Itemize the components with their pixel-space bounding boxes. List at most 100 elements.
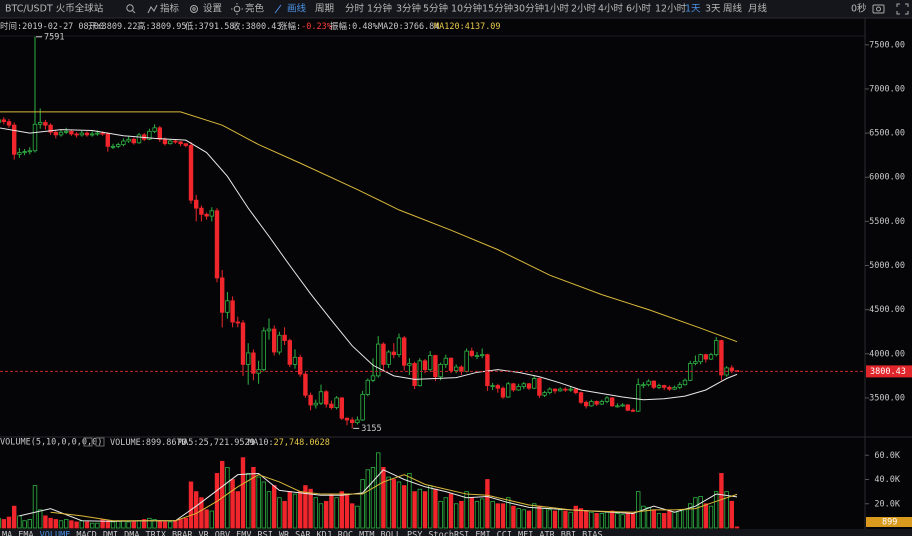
volume-bar (303, 485, 308, 529)
indicator-tab[interactable]: SAR (295, 531, 311, 536)
indicator-tab[interactable]: VR (199, 531, 210, 536)
period-button[interactable]: 10分钟 (451, 3, 482, 15)
tool-button[interactable]: 画线 (287, 3, 307, 15)
indicator-tab[interactable]: CCI (497, 531, 512, 536)
tool-button[interactable]: 指标 (160, 3, 180, 15)
info-label: 时间: (0, 21, 22, 32)
volume-bar (147, 517, 152, 529)
countdown: 0秒 (851, 3, 867, 15)
indicator-tab[interactable]: OBV (215, 531, 230, 536)
info-label: 高: (137, 21, 151, 32)
indicator-tab[interactable]: BRAR (172, 531, 193, 536)
indicator-tab[interactable]: EMV (236, 531, 251, 536)
indicator-tab[interactable]: BOLL (381, 531, 401, 536)
volume-ma-line (19, 469, 738, 522)
period-button[interactable]: 1小时 (544, 3, 570, 15)
candle-body (682, 379, 688, 386)
period-button[interactable]: 3天 (705, 4, 721, 15)
indicator-tab[interactable]: BIAS (582, 531, 602, 536)
tool-button[interactable]: 亮色 (245, 3, 265, 15)
volume-bar (157, 520, 162, 529)
indicator-tab[interactable]: MACD (76, 531, 96, 536)
period-button[interactable]: 15分钟 (482, 3, 513, 15)
period-button[interactable]: 1天 (685, 4, 701, 15)
candle-body (370, 375, 376, 381)
indicator-tab[interactable]: BBI (561, 531, 576, 536)
indicator-tab[interactable]: WR (279, 531, 290, 536)
indicator-tab[interactable]: MFI (518, 531, 533, 536)
indicator-tab[interactable]: TRIX (146, 531, 167, 536)
candle-body (360, 393, 365, 421)
info-value: -0.23% (301, 22, 332, 32)
indicator-tab[interactable]: PSY (407, 531, 422, 536)
candle-body (271, 328, 277, 353)
candle-body (584, 401, 589, 407)
volume-bar (219, 460, 225, 529)
camera-icon[interactable] (872, 4, 885, 14)
volume-legend-label: VOLUME: (110, 438, 146, 448)
indicator-tab[interactable]: DMI (103, 531, 118, 536)
indicator-tab[interactable]: StochRSI (428, 531, 469, 536)
volume-title: VOLUME(5,10,0,0,0,0) (0, 438, 102, 448)
period-button[interactable]: 30分钟 (513, 3, 544, 15)
y-tick-label: 4500.00 (869, 305, 905, 315)
volume-bar (266, 491, 272, 529)
ma-line (0, 127, 738, 401)
period-button[interactable]: 2小时 (571, 3, 597, 15)
candle-body (43, 122, 48, 126)
indicator-tab[interactable]: MA (2, 531, 12, 536)
candle-body (542, 392, 547, 396)
candle-body (193, 199, 199, 209)
volume-bar (516, 508, 521, 529)
y-tick-label: 5500.00 (869, 217, 905, 227)
search-icon[interactable] (126, 4, 136, 14)
info-label: MA120: (434, 22, 465, 32)
info-label: MA20: (378, 22, 404, 32)
volume-bar (188, 481, 194, 529)
candle-body (282, 334, 287, 341)
volume-bar (360, 479, 365, 529)
candle-body (303, 373, 308, 396)
candle-body (427, 355, 433, 371)
period-button[interactable]: 3分钟 (396, 3, 421, 15)
indicator-bar (0, 529, 912, 536)
candle-body (485, 354, 490, 386)
period-button[interactable]: 12小时 (655, 3, 687, 15)
volume-bar (230, 479, 235, 529)
indicator-tab[interactable]: EMA (18, 531, 33, 536)
volume-bar (667, 510, 672, 529)
info-label: 开: (88, 22, 102, 32)
period-button[interactable]: 分时 (345, 3, 365, 15)
symbol[interactable]: BTC/USDT 火币全球站 (5, 3, 104, 15)
period-button[interactable]: 5分钟 (423, 3, 448, 15)
candle-body (438, 363, 443, 378)
volume-bar (95, 522, 100, 529)
indicator-tab[interactable]: RSI (257, 531, 272, 536)
info-value: 2019-02-27 08:00 (22, 22, 104, 32)
candle-body (17, 152, 22, 155)
candle-body (27, 150, 32, 153)
indicator-tab[interactable]: DMA (124, 531, 139, 536)
candle-body (74, 133, 79, 136)
candle-body (469, 350, 474, 356)
indicator-tab[interactable]: ROC (338, 531, 353, 536)
fullscreen-icon[interactable] (896, 3, 909, 15)
legend-button[interactable] (95, 437, 105, 447)
period-button[interactable]: 周线 (723, 3, 743, 15)
period-button[interactable]: 6小时 (626, 3, 652, 15)
volume-bar (256, 476, 261, 529)
candle-body (500, 387, 506, 398)
candle-body (157, 127, 162, 140)
indicator-tab[interactable]: VOLUME (40, 531, 71, 536)
period-button[interactable]: 1分钟 (367, 3, 392, 15)
volume-bar (615, 513, 620, 529)
indicator-tab[interactable]: EMI (475, 531, 490, 536)
indicator-tab[interactable]: ATR (539, 531, 555, 536)
volume-bar (547, 509, 552, 529)
period-button[interactable]: 月线 (748, 3, 768, 15)
indicator-tab[interactable]: MTM (359, 531, 374, 536)
tool-button[interactable]: 设置 (203, 4, 222, 15)
period-button[interactable]: 4小时 (598, 3, 624, 15)
legend-button[interactable] (83, 437, 93, 447)
indicator-tab[interactable]: KDJ (316, 531, 331, 536)
